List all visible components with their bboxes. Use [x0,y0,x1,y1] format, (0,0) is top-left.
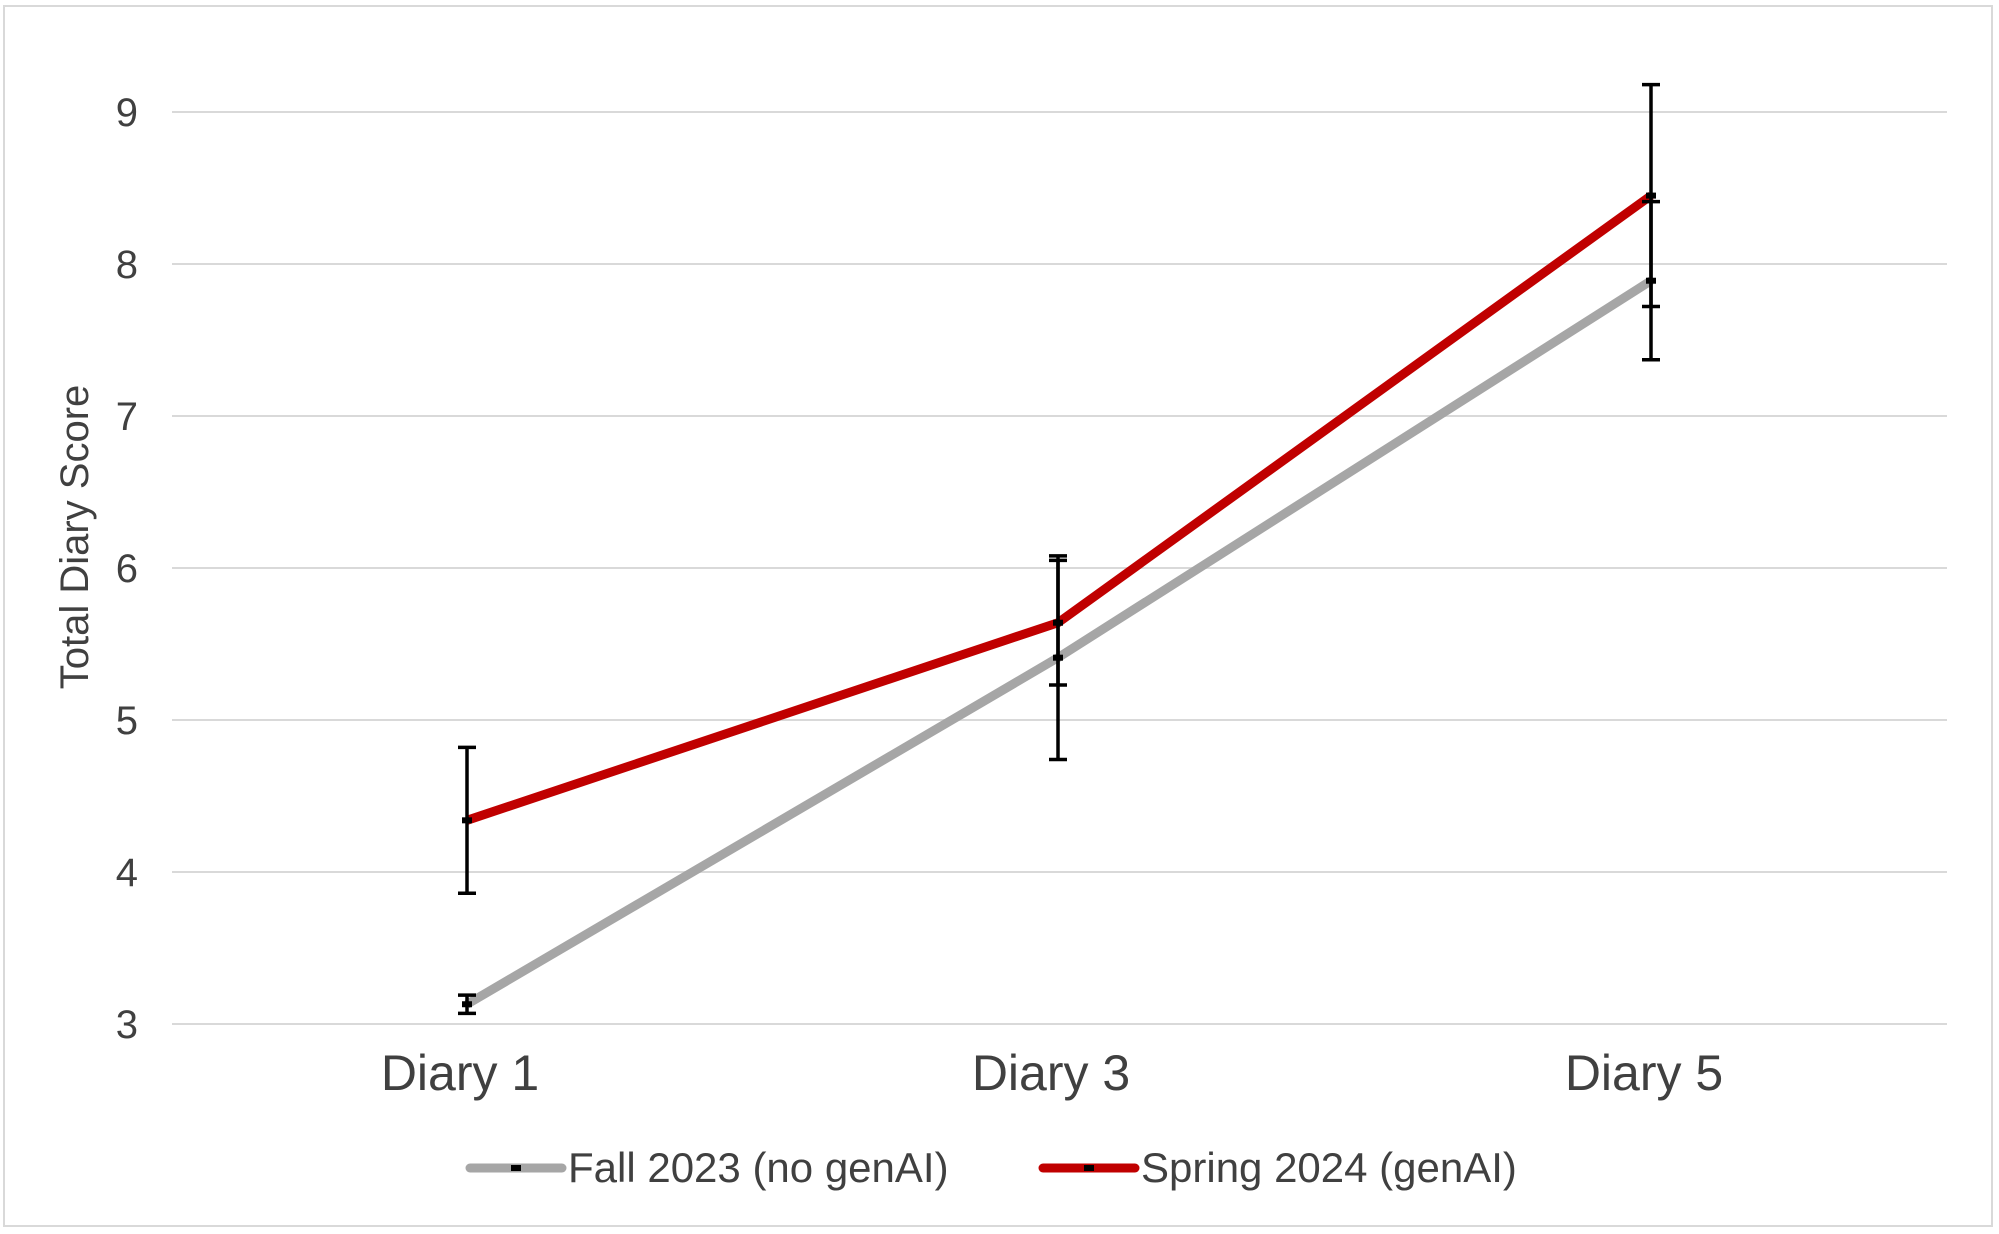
y-tick-label: 5 [116,699,138,743]
error-bars [458,82,1660,1016]
y-axis-title: Total Diary Score [53,385,97,690]
legend-item-1[interactable]: Spring 2024 (genAI) [1038,1144,1517,1191]
legend-label-1: Spring 2024 (genAI) [1141,1144,1517,1191]
data-point-0-0 [462,1001,472,1008]
y-axis-ticks: 3 4 5 6 7 8 9 [116,91,138,1047]
x-tick-label: Diary 3 [972,1045,1130,1101]
legend[interactable]: Fall 2023 (no genAI) Spring 2024 (genAI) [465,1144,1517,1191]
y-tick-label: 8 [116,243,138,287]
legend-marker-0 [511,1165,521,1171]
data-point-1-0 [462,817,472,824]
x-axis-ticks: Diary 1 Diary 3 Diary 5 [381,1045,1723,1101]
legend-item-0[interactable]: Fall 2023 (no genAI) [465,1144,949,1191]
data-point-1-2 [1646,192,1656,199]
y-tick-label: 3 [116,1003,138,1047]
x-tick-label: Diary 5 [1565,1045,1723,1101]
y-tick-label: 7 [116,395,138,439]
legend-label-0: Fall 2023 (no genAI) [568,1144,949,1191]
y-tick-label: 9 [116,91,138,135]
x-tick-label: Diary 1 [381,1045,539,1101]
y-tick-label: 6 [116,547,138,591]
data-point-1-1 [1053,619,1063,626]
y-tick-label: 4 [116,851,138,895]
legend-marker-1 [1084,1165,1094,1171]
